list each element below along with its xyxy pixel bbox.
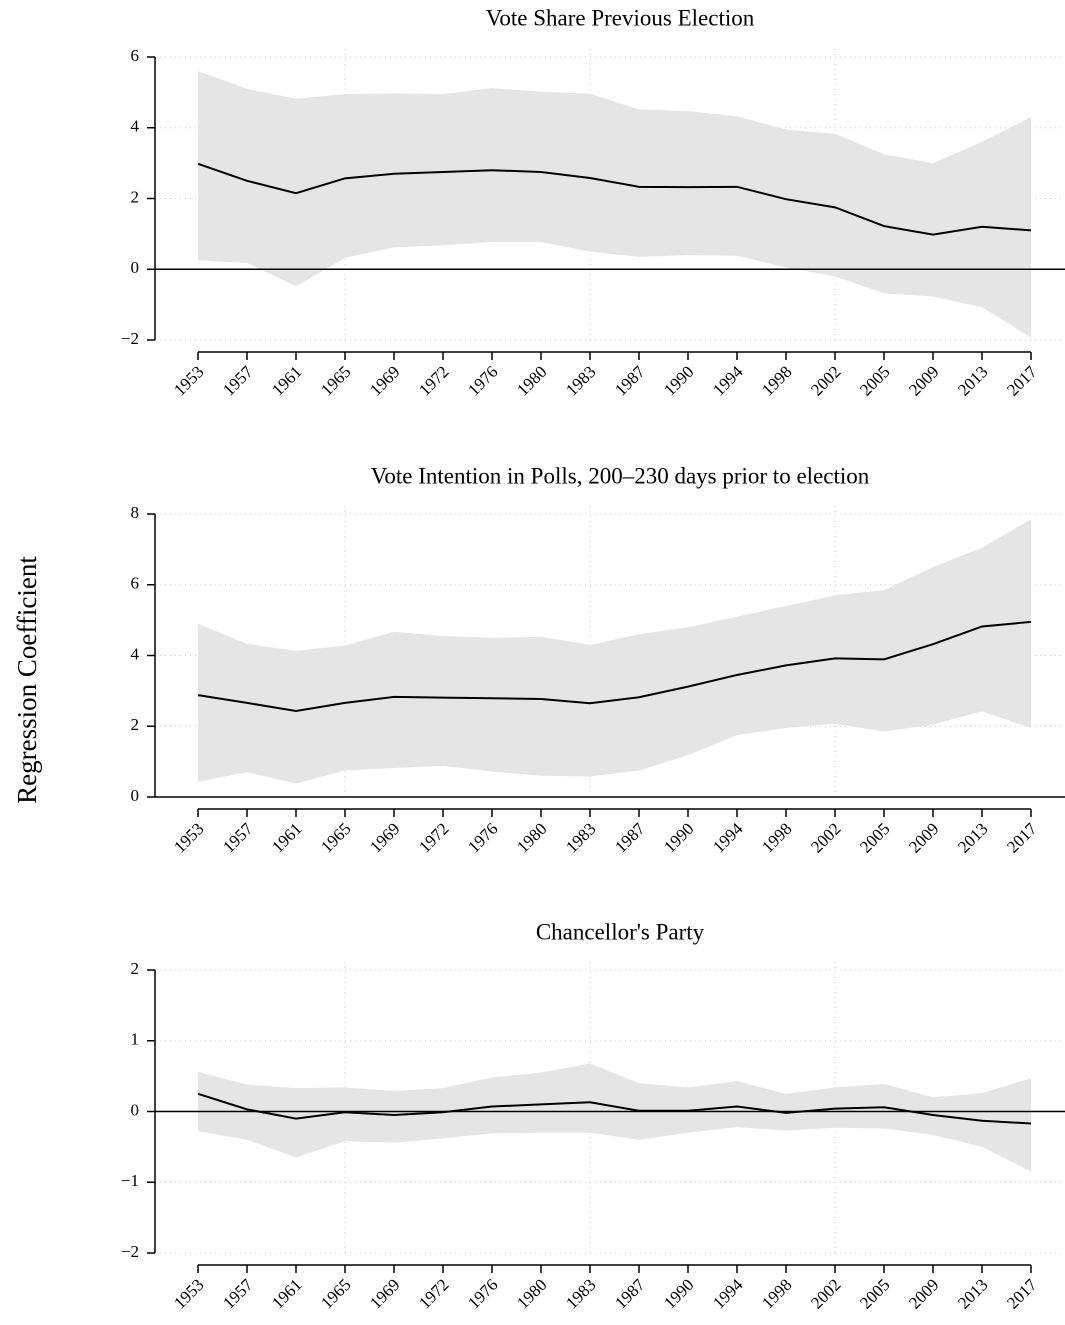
x-tick-label: 1957 (219, 819, 257, 857)
x-tick-label: 2002 (807, 1275, 844, 1312)
x-tick-label: 2013 (954, 362, 991, 399)
x-tick-label: 1972 (415, 362, 452, 399)
x-tick-label: 1983 (562, 819, 599, 856)
x-tick-label: 1953 (170, 362, 207, 399)
x-tick-label: 1994 (709, 362, 747, 400)
x-tick-label: 1953 (170, 819, 207, 856)
x-tick-label: 2017 (1003, 1275, 1041, 1313)
confidence-band (198, 71, 1031, 338)
x-tick-label: 2017 (1003, 362, 1041, 400)
x-tick-label: 1998 (758, 1275, 795, 1312)
y-tick-label: 0 (131, 786, 140, 805)
x-tick-label: 1983 (562, 1275, 599, 1312)
x-tick-label: 1980 (513, 1275, 550, 1312)
y-tick-label: 2 (131, 715, 140, 734)
x-tick-label: 1976 (464, 362, 501, 399)
x-tick-label: 1994 (709, 1275, 747, 1313)
x-tick-label: 1965 (317, 362, 354, 399)
x-tick-label: 1976 (464, 1275, 501, 1312)
x-tick-label: 1980 (513, 819, 550, 856)
x-tick-label: 1965 (317, 819, 354, 856)
x-tick-label: 1957 (219, 1275, 257, 1313)
x-tick-label: 2017 (1003, 819, 1041, 857)
coefficient-line (197, 620, 1032, 713)
y-tick-label: 0 (131, 1100, 140, 1119)
confidence-band (198, 1063, 1031, 1172)
panel-title: Vote Intention in Polls, 200–230 days pr… (371, 463, 870, 488)
y-tick-label: −2 (121, 1242, 139, 1261)
y-tick-label: 1 (131, 1030, 140, 1049)
x-tick-label: 1965 (317, 1275, 354, 1312)
y-tick-label: −1 (121, 1171, 139, 1190)
x-tick-label: 1990 (660, 819, 697, 856)
y-tick-label: −2 (121, 329, 139, 348)
x-tick-label: 1983 (562, 362, 599, 399)
x-tick-label: 1987 (611, 819, 649, 857)
x-tick-label: 1972 (415, 1275, 452, 1312)
y-tick-label: 0 (131, 258, 140, 277)
x-tick-label: 1969 (366, 819, 403, 856)
y-tick-label: 4 (131, 644, 140, 663)
y-tick-label: 6 (131, 574, 140, 593)
y-tick-label: 2 (131, 187, 140, 206)
y-tick-label: 6 (131, 46, 140, 65)
x-tick-label: 1961 (268, 362, 305, 399)
x-tick-label: 1998 (758, 819, 795, 856)
x-tick-label: 1980 (513, 362, 550, 399)
y-tick-label: 2 (131, 959, 140, 978)
x-tick-label: 2009 (905, 819, 942, 856)
x-tick-label: 2013 (954, 1275, 991, 1312)
y-tick-label: 4 (131, 117, 140, 136)
x-tick-label: 1990 (660, 1275, 697, 1312)
x-tick-label: 2002 (807, 819, 844, 856)
x-tick-label: 1957 (219, 362, 257, 400)
x-tick-label: 1961 (268, 819, 305, 856)
x-tick-label: 1994 (709, 819, 747, 857)
x-tick-label: 2013 (954, 819, 991, 856)
x-tick-label: 1972 (415, 819, 452, 856)
coefficient-line (197, 1092, 1032, 1125)
x-tick-label: 2005 (856, 362, 893, 399)
coefficient-line (197, 162, 1032, 236)
panel-title: Vote Share Previous Election (486, 5, 755, 30)
x-tick-label: 2005 (856, 819, 893, 856)
confidence-band (198, 519, 1031, 784)
panel-title: Chancellor's Party (536, 919, 705, 944)
x-tick-label: 1987 (611, 1275, 649, 1313)
y-axis-label: Regression Coefficient (12, 556, 42, 804)
x-tick-label: 1987 (611, 362, 649, 400)
x-tick-label: 1990 (660, 362, 697, 399)
x-tick-label: 2009 (905, 362, 942, 399)
y-tick-label: 8 (131, 503, 140, 522)
x-tick-label: 2002 (807, 362, 844, 399)
x-tick-label: 1953 (170, 1275, 207, 1312)
x-tick-label: 2009 (905, 1275, 942, 1312)
x-tick-label: 1976 (464, 819, 501, 856)
x-tick-label: 1961 (268, 1275, 305, 1312)
x-tick-label: 1998 (758, 362, 795, 399)
x-tick-label: 1969 (366, 362, 403, 399)
x-tick-label: 1969 (366, 1275, 403, 1312)
x-tick-label: 2005 (856, 1275, 893, 1312)
